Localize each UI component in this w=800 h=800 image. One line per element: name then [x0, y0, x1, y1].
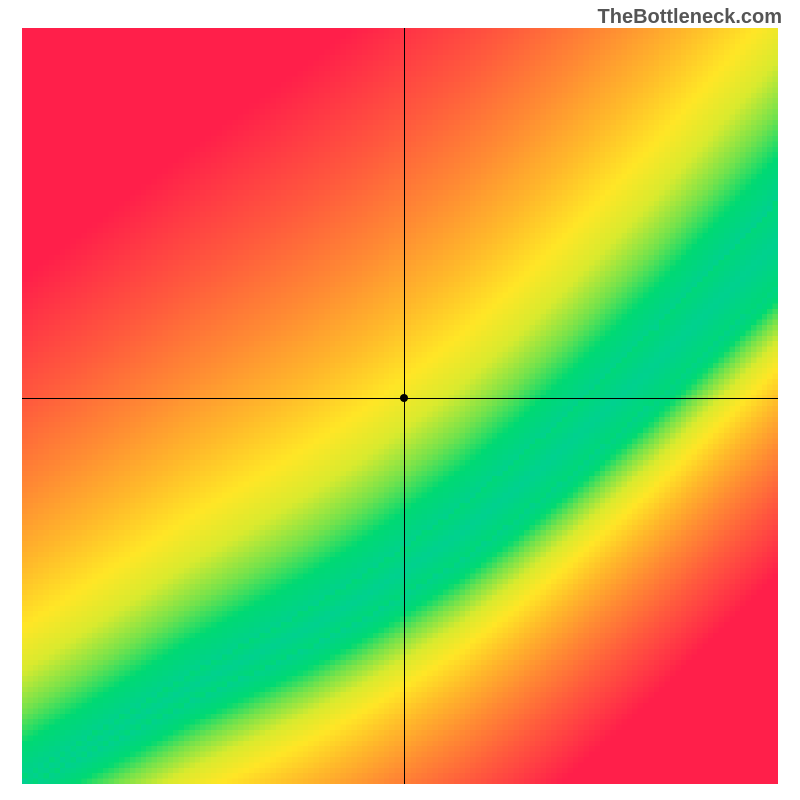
watermark-label: TheBottleneck.com [598, 6, 782, 29]
heatmap-canvas [22, 28, 778, 784]
crosshair-vertical [404, 28, 405, 784]
crosshair-marker [400, 394, 408, 402]
chart-container: TheBottleneck.com [0, 0, 800, 800]
plot-area [22, 28, 778, 784]
